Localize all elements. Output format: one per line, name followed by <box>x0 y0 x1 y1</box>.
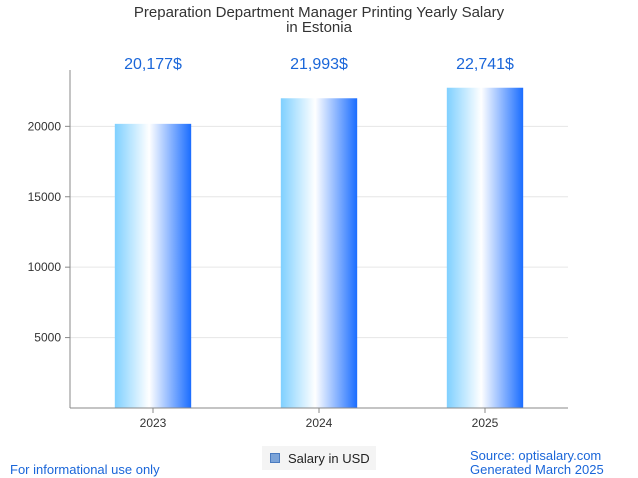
bar-2023 <box>114 123 192 409</box>
chart-title-line-1: Preparation Department Manager Printing … <box>133 4 505 21</box>
legend: Salary in USD <box>262 446 376 470</box>
bar-2024 <box>280 98 358 408</box>
y-tick-label: 5000 <box>34 331 61 345</box>
x-tick-label: 2024 <box>306 416 333 430</box>
legend-swatch <box>270 453 280 463</box>
x-tick-label: 2025 <box>472 416 499 430</box>
chart-title-line-2: in Estonia <box>286 19 352 36</box>
source-link[interactable]: Source: optisalary.com <box>470 448 602 463</box>
y-tick-label: 10000 <box>28 260 62 274</box>
generated-date: Generated March 2025 <box>470 462 604 477</box>
data-label: 22,741$ <box>456 56 514 73</box>
data-label: 21,993$ <box>290 56 348 73</box>
x-tick-label: 2023 <box>140 416 167 430</box>
y-tick-label: 15000 <box>28 190 62 204</box>
y-tick-label: 20000 <box>28 119 62 133</box>
legend-label: Salary in USD <box>288 450 370 466</box>
data-label: 20,177$ <box>124 56 182 73</box>
bar-2025 <box>446 87 524 408</box>
disclaimer-text: For informational use only <box>10 462 160 477</box>
